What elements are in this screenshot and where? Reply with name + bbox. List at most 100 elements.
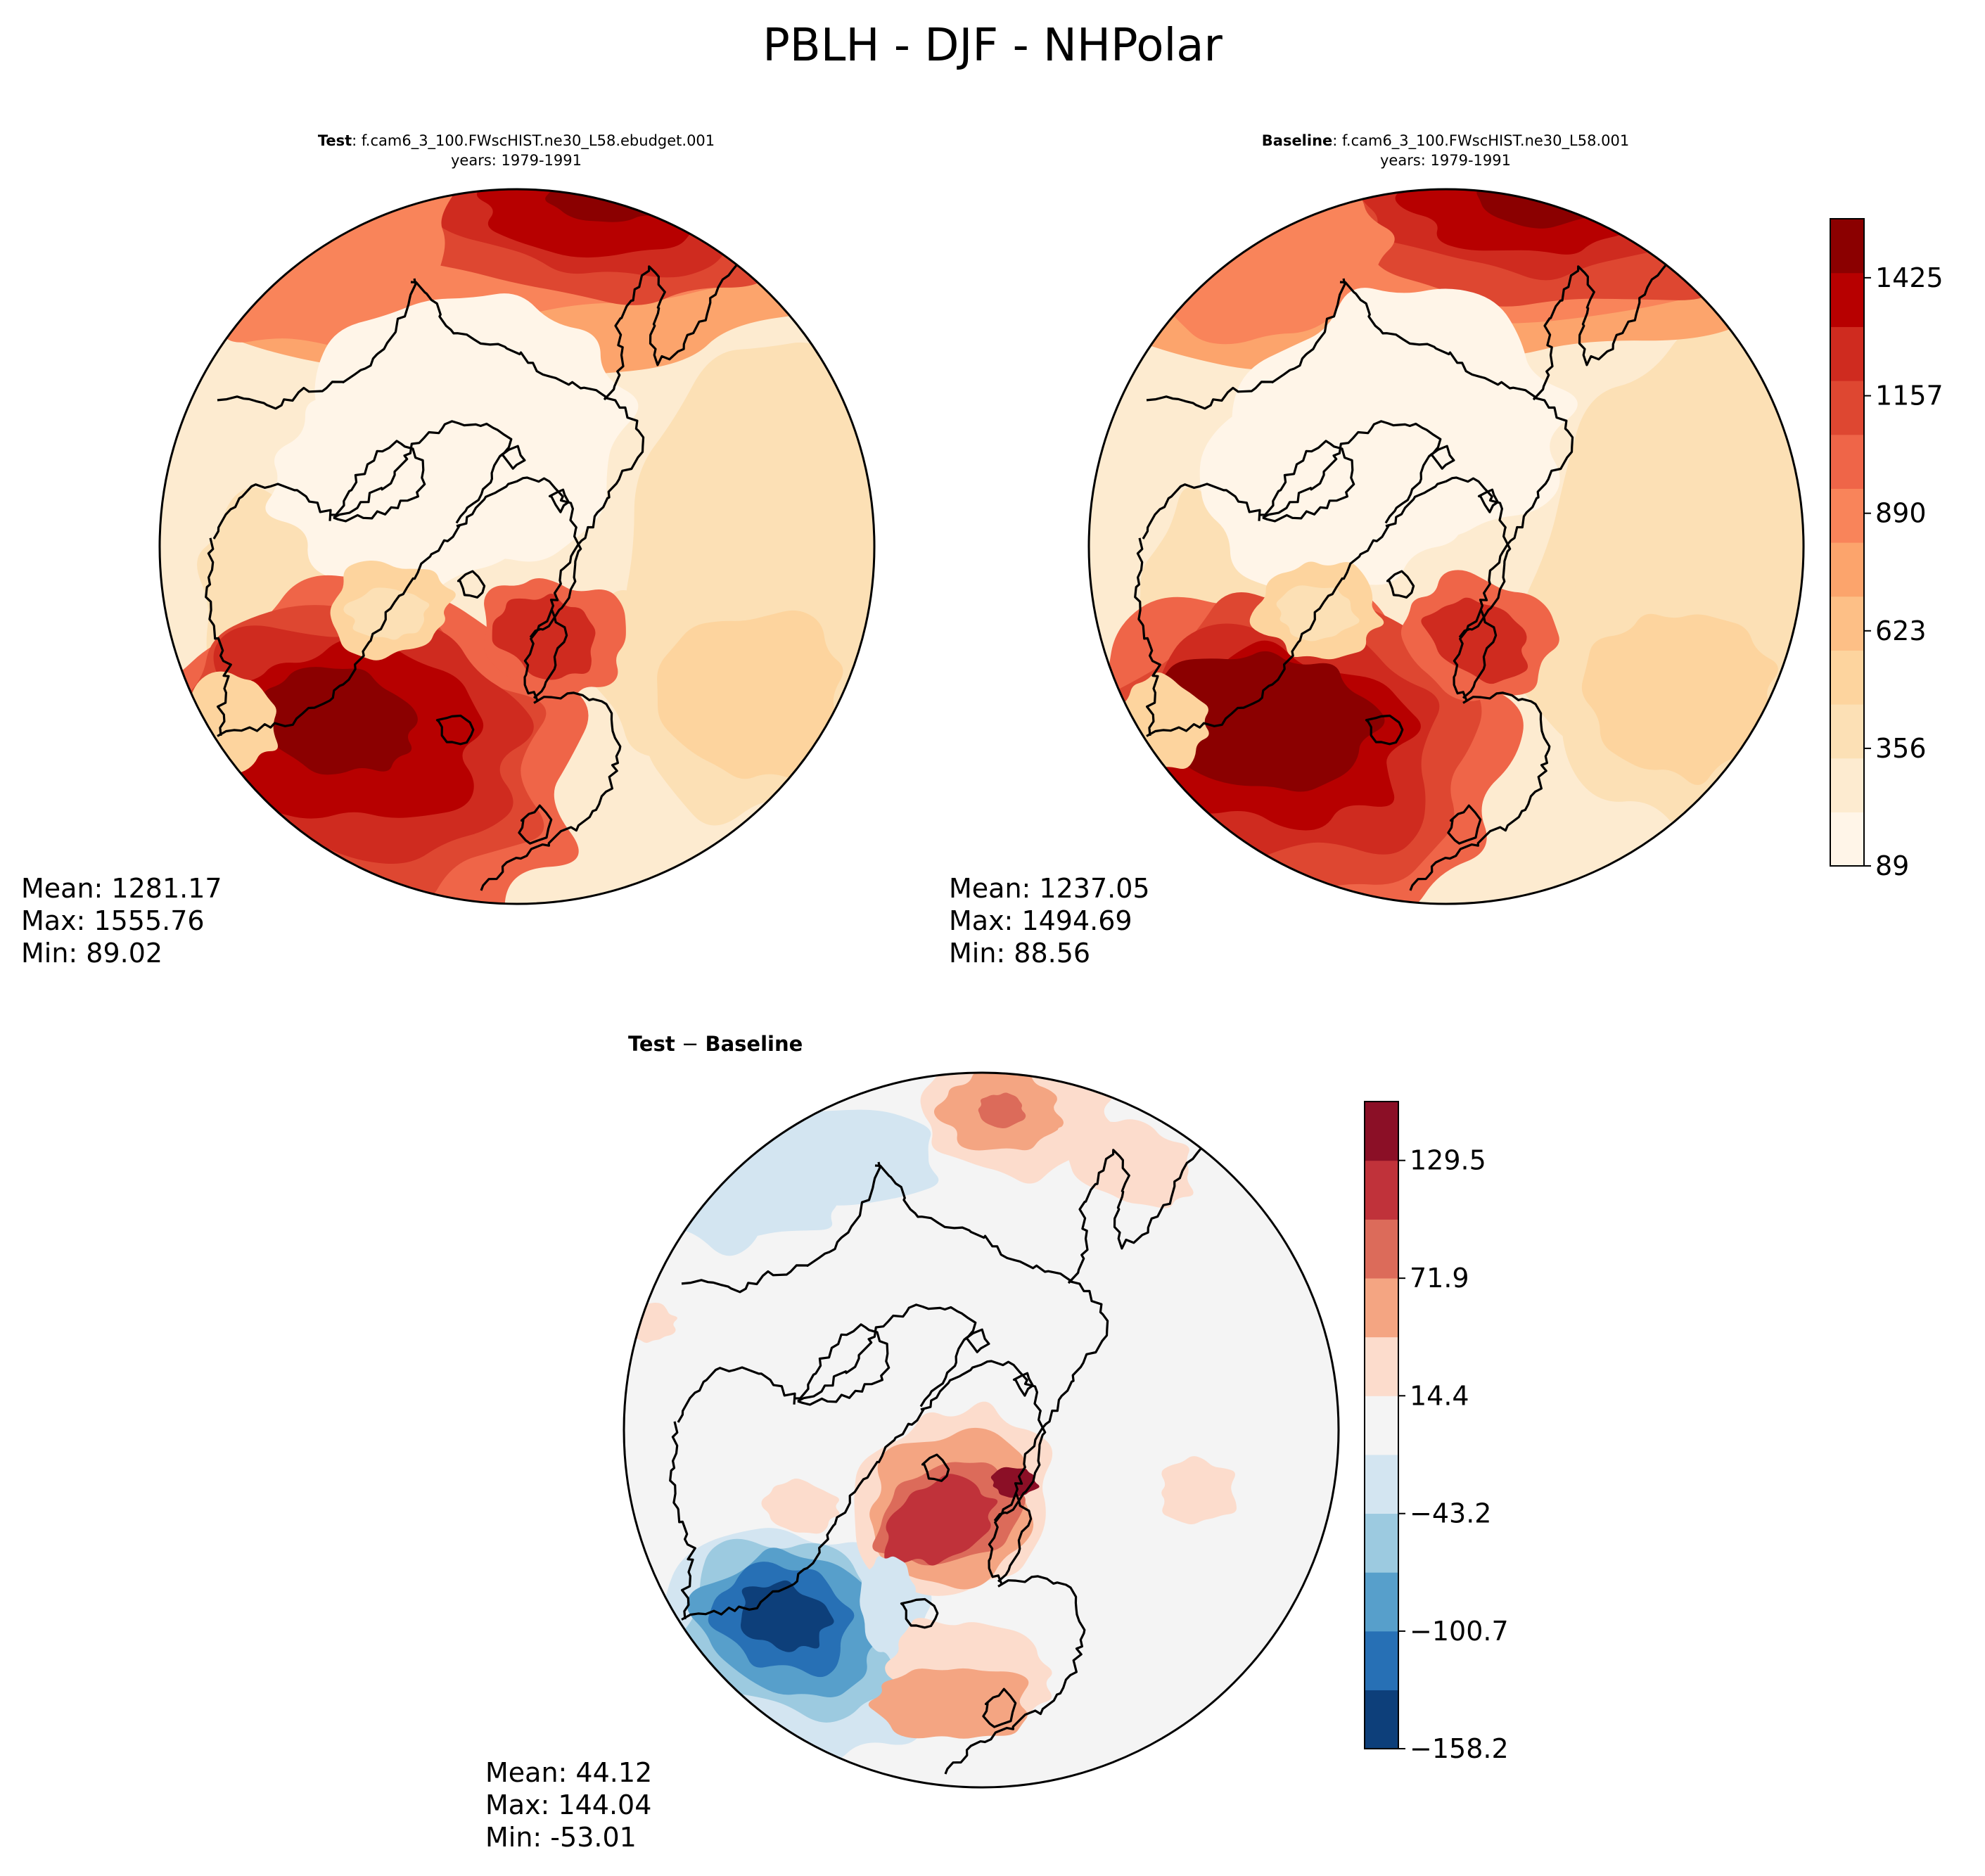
baseline-title-bold: Baseline bbox=[1261, 132, 1333, 149]
diff-map-contour bbox=[1057, 1117, 1194, 1208]
diff-map-island bbox=[900, 1597, 939, 1629]
colorbar-diff-tick-label: −158.2 bbox=[1410, 1733, 1509, 1759]
diff-map bbox=[623, 1071, 1340, 1789]
colorbar-pblh-swatch bbox=[1830, 596, 1864, 651]
diff-map-contour bbox=[761, 1479, 840, 1534]
baseline-panel-title: Baseline: f.cam6_3_100.FWscHIST.ne30_L58… bbox=[1094, 131, 1797, 170]
baseline-map-coastline bbox=[1134, 537, 1161, 736]
baseline-stats: Mean: 1237.05 Max: 1494.69 Min: 88.56 bbox=[949, 872, 1150, 969]
baseline-max: Max: 1494.69 bbox=[949, 905, 1132, 936]
baseline-map-island bbox=[1386, 570, 1415, 599]
test-map bbox=[158, 188, 876, 905]
test-max: Max: 1555.76 bbox=[21, 905, 205, 936]
test-map-coastline bbox=[329, 440, 426, 523]
colorbar-pblh-swatch bbox=[1830, 650, 1864, 705]
test-title-case: : f.cam6_3_100.FWscHIST.ne30_L58.ebudget… bbox=[352, 132, 715, 149]
test-map-coastline bbox=[333, 420, 513, 524]
diff-map-coastline bbox=[681, 1161, 881, 1294]
baseline-map-contour bbox=[1145, 651, 1385, 792]
colorbar-diff: −158.2 −100.7 −43.2 14.4 71.9 129.5 bbox=[1364, 1101, 1509, 1759]
test-map-coastline bbox=[523, 396, 645, 701]
colorbar-pblh-tick-label: 623 bbox=[1875, 615, 1927, 646]
colorbar-diff-swatch bbox=[1365, 1690, 1398, 1749]
colorbar-diff-tick-label: −100.7 bbox=[1410, 1616, 1509, 1647]
test-map-coastline bbox=[532, 608, 568, 699]
test-stats: Mean: 1281.17 Max: 1555.76 Min: 89.02 bbox=[21, 872, 222, 969]
diff-map-island bbox=[1012, 1372, 1034, 1397]
test-map-coastline bbox=[410, 281, 608, 400]
colorbar-diff-swatch bbox=[1365, 1454, 1398, 1514]
baseline-map-coastline bbox=[1409, 691, 1551, 891]
test-title-years: years: 1979-1991 bbox=[450, 152, 582, 169]
colorbar-pblh-tick-label: 890 bbox=[1875, 498, 1927, 529]
test-title-bold: Test bbox=[317, 132, 352, 149]
colorbar-pblh-swatch bbox=[1830, 488, 1864, 543]
figure-title: PBLH - DJF - NHPolar bbox=[762, 20, 1223, 72]
diff-stats: Mean: 44.12 Max: 144.04 Min: -53.01 bbox=[485, 1756, 652, 1853]
test-map-island bbox=[457, 570, 486, 599]
diff-map-coastline bbox=[920, 1360, 1047, 1521]
baseline-map-contour bbox=[1581, 613, 1779, 785]
colorbar-diff-swatch bbox=[1365, 1631, 1398, 1690]
baseline-map bbox=[1087, 188, 1805, 905]
test-min: Min: 89.02 bbox=[21, 938, 163, 969]
colorbar-pblh-swatch bbox=[1830, 272, 1864, 327]
diff-map-island bbox=[982, 1687, 1017, 1728]
diff-map-contour bbox=[1161, 1456, 1237, 1525]
colorbar-pblh-tick-label: 1425 bbox=[1875, 262, 1943, 293]
diff-map-coastline bbox=[669, 1421, 696, 1620]
colorbar-diff-swatch bbox=[1365, 1219, 1398, 1279]
colorbar-pblh-swatch bbox=[1830, 704, 1864, 759]
colorbar-pblh-swatch bbox=[1830, 758, 1864, 812]
diff-map-contour bbox=[884, 1474, 998, 1566]
baseline-map-coastline bbox=[1262, 420, 1442, 524]
baseline-map-coastline bbox=[1258, 440, 1355, 523]
test-panel-title: Test: f.cam6_3_100.FWscHIST.ne30_L58.ebu… bbox=[165, 131, 868, 170]
baseline-map-coastline bbox=[1142, 483, 1261, 540]
colorbar-pblh-swatch bbox=[1830, 326, 1864, 381]
diff-panel-title: Test − Baseline bbox=[628, 1034, 839, 1054]
diff-map-coastline bbox=[797, 1303, 977, 1408]
diff-map-coastline bbox=[1067, 1119, 1228, 1284]
baseline-map-coastline bbox=[1462, 608, 1498, 699]
diff-map-coastline bbox=[793, 1323, 891, 1406]
baseline-map-island bbox=[1428, 445, 1455, 470]
baseline-map-contour bbox=[1421, 597, 1528, 684]
baseline-map-island bbox=[1365, 714, 1404, 746]
baseline-map-coastline bbox=[1385, 476, 1512, 638]
baseline-mean: Mean: 1237.05 bbox=[949, 873, 1150, 904]
test-map-coastline bbox=[217, 524, 461, 737]
test-map-contour bbox=[262, 667, 418, 775]
baseline-min: Min: 88.56 bbox=[949, 938, 1091, 969]
colorbar-pblh-tick-label: 356 bbox=[1875, 733, 1927, 764]
test-map-island bbox=[499, 445, 526, 470]
diff-map-coastline bbox=[874, 1164, 1073, 1283]
diff-map-contour bbox=[978, 1092, 1026, 1128]
baseline-map-island bbox=[1477, 488, 1499, 513]
diff-title-bold-b: Baseline bbox=[705, 1032, 803, 1056]
colorbar-diff-swatch bbox=[1365, 1160, 1398, 1220]
baseline-map-coastline bbox=[1146, 278, 1346, 410]
test-map-island bbox=[548, 488, 570, 513]
colorbar-diff-tick-label: −43.2 bbox=[1410, 1498, 1491, 1529]
diff-map-island bbox=[921, 1453, 950, 1482]
diff-map-coastline bbox=[677, 1366, 796, 1423]
test-map-coastline bbox=[212, 483, 332, 540]
baseline-map-coastline bbox=[1532, 236, 1693, 401]
colorbar-diff-swatch bbox=[1365, 1336, 1398, 1396]
colorbar-diff-tick-label: 71.9 bbox=[1410, 1263, 1469, 1294]
test-map-contour bbox=[657, 610, 843, 779]
test-map-coastline bbox=[205, 537, 232, 736]
colorbar-diff-tick-label: 129.5 bbox=[1410, 1145, 1486, 1176]
diff-map-boundary bbox=[623, 1071, 1340, 1789]
colorbar-diff-swatch bbox=[1365, 1572, 1398, 1632]
baseline-map-coastline bbox=[1146, 524, 1391, 737]
test-map-coastline bbox=[456, 476, 582, 638]
diff-map-contour bbox=[860, 1556, 917, 1661]
test-map-boundary bbox=[158, 188, 876, 905]
test-map-island bbox=[518, 804, 553, 845]
colorbar-pblh-swatch bbox=[1830, 542, 1864, 597]
diff-map-contour bbox=[660, 1088, 709, 1137]
baseline-map-island bbox=[1447, 804, 1482, 845]
